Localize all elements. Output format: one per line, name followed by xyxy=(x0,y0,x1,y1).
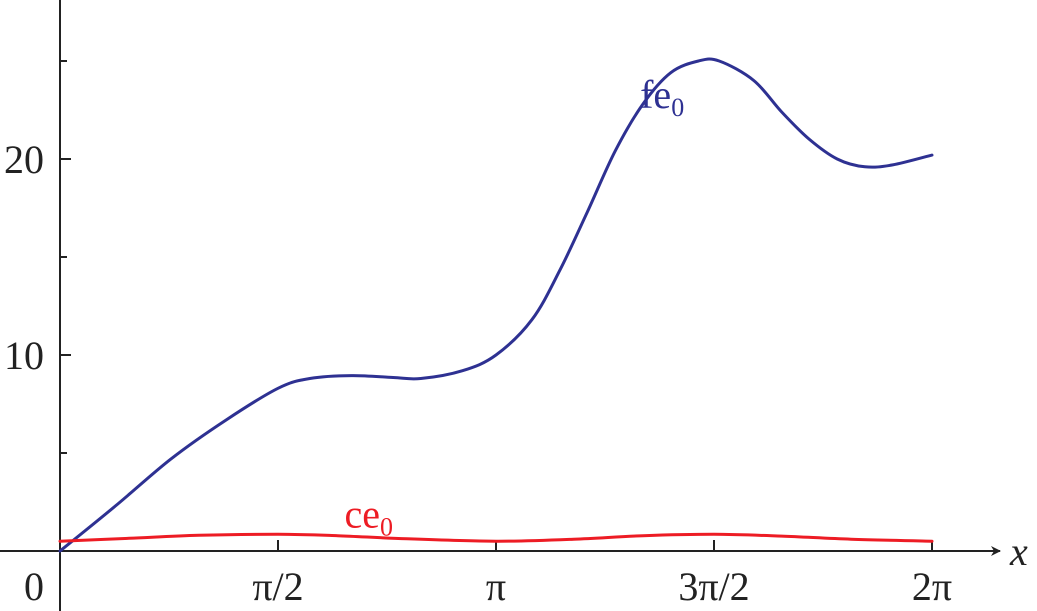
x-tick-label: π xyxy=(486,564,506,609)
series-line-ce xyxy=(58,532,934,543)
axes xyxy=(0,0,1001,611)
x-tick-label: π/2 xyxy=(252,564,303,609)
series-label-fe: fe0 xyxy=(640,72,684,122)
series-layer xyxy=(58,57,934,553)
y-tick-label: 20 xyxy=(4,137,44,182)
x-axis-label: x xyxy=(1009,529,1028,574)
y-tick-label: 10 xyxy=(4,333,44,378)
x-tick-label: 2π xyxy=(912,564,952,609)
x-tick-label: 3π/2 xyxy=(678,564,749,609)
ticks xyxy=(60,60,933,551)
y-tick-label: 0 xyxy=(24,564,44,609)
series-line-fe xyxy=(58,57,934,553)
series-label-ce: ce0 xyxy=(345,491,394,541)
labels: π/2 π 3π/2 2π 0 10 20 fe0 ce0 xyxy=(4,72,952,609)
